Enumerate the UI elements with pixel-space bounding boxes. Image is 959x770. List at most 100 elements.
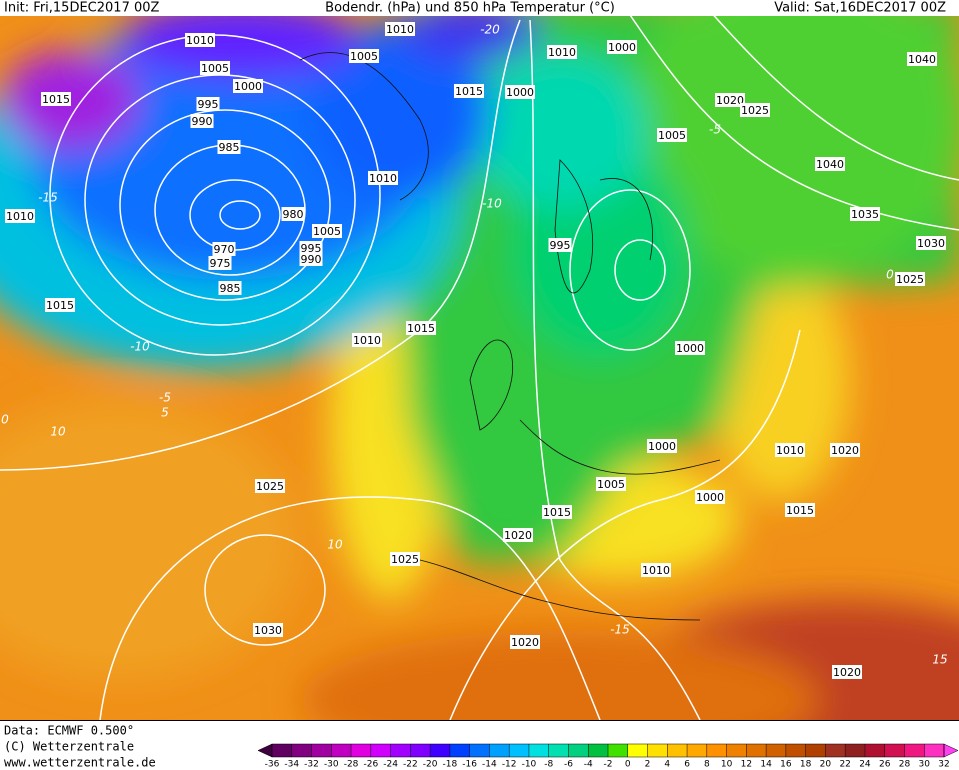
coastlines [299,52,721,621]
colorbar-bin [746,744,767,757]
colorbar-tick-label: -26 [363,760,378,770]
isobar-label: 1010 [386,23,414,36]
colorbar-tick-label: -12 [502,760,517,770]
isobar-label: 1010 [353,334,381,347]
isobar-label-box [830,443,860,457]
temperature-label: -5 [709,123,721,137]
colorbar-bin [766,744,786,757]
colorbar-bin [825,744,846,757]
colorbar-bin [864,744,885,757]
isobar-label: 1010 [776,444,804,457]
isobar-label-box [647,439,677,453]
colorbar-tick-label: -36 [265,760,280,770]
isobar-label: 1015 [455,85,483,98]
copyright: (C) Wetterzentrale [4,740,134,754]
colorbar-tick-label: -16 [462,760,477,770]
colorbar-bin [785,744,806,757]
isobar-label: 1025 [896,273,924,286]
colorbar-bin [904,744,925,757]
isobar-label-box [607,40,637,54]
isobar-label-box [385,22,415,36]
isobar-label: 1015 [786,504,814,517]
colorbar-tick-label: -2 [604,760,613,770]
isobar-label-box [200,61,230,75]
temperature-label: -10 [482,197,502,211]
colorbar-tick-label: 4 [664,760,670,770]
isobar-label: 1010 [642,564,670,577]
isobar-label: 1025 [256,480,284,493]
isobar-label: 1015 [42,93,70,106]
colorbar-tick-label: -14 [482,760,497,770]
colorbar-tick-label: -10 [522,760,537,770]
isobar-label-box [5,209,35,223]
temperature-label: -10 [130,340,150,354]
isobar-label: 1015 [407,322,435,335]
isobar-label-box [45,298,75,312]
isobar-label: 1025 [741,104,769,117]
colorbar-tick-label: 18 [800,760,812,770]
isobar-label: 1020 [716,94,744,107]
temperature-label: 0 [1,413,9,427]
isobar-label-box [196,97,220,111]
colorbar-bin [588,744,608,757]
isobar-label-box [548,238,572,252]
isobar-label: 985 [220,282,241,295]
isobar-label-box [218,281,242,295]
isobar-label: 1025 [391,553,419,566]
temperature-label: -5 [159,391,171,405]
colorbar-bin [351,744,371,757]
isobar-label: 1010 [6,210,34,223]
isobar-label-box [715,93,745,107]
colorbar-tick-label: -20 [423,760,438,770]
isobar-label-box [510,635,540,649]
isobar-label-box [312,224,342,238]
isobar-label-box [775,443,805,457]
temperature-label: -15 [610,623,630,637]
isobar-label: 1035 [851,208,879,221]
isobar-label-box [299,241,323,255]
colorbar-tick-label: -8 [544,760,553,770]
temperature-label: 15 [932,653,947,667]
isobar-label: 1005 [658,129,686,142]
isobar-label-box [675,341,705,355]
isobar-label: 1005 [313,225,341,238]
valid-time: Valid: Sat,16DEC2017 00Z [774,1,946,16]
isobar-label: 970 [214,243,235,256]
isobar-label-box [190,114,214,128]
isobar-label: 1010 [548,46,576,59]
isobar-label-box [547,45,577,59]
isobar-label: 1000 [676,342,704,355]
colorbar-bin [331,744,352,757]
data-source: Data: ECMWF 0.500° [4,724,134,738]
colorbar-arrow-right [943,743,959,758]
isobar-label: 1005 [201,62,229,75]
colorbar-bin [509,744,529,757]
isobar-label-box [233,79,263,93]
isobar-label-box [281,207,305,221]
isobar-label: 985 [219,141,240,154]
isobar-label-box [505,85,535,99]
colorbar-tick-label: 16 [780,760,792,770]
colorbar-tick-label: 26 [879,760,891,770]
colorbar-bin [528,744,549,757]
colorbar-tick-label: 22 [839,760,850,770]
colorbar-bin [924,744,944,757]
colorbar-bin [370,744,391,757]
colorbar: -36 -34 -32 -30 -28 -26 -24 -22 -20 -18 -16 -14 -12-… [257,743,959,770]
colorbar-tick-label: -22 [403,760,418,770]
colorbar-bin [410,744,431,757]
colorbar-bin [608,744,628,757]
colorbar-tick-label: 20 [820,760,832,770]
isobar-label: 1020 [831,444,859,457]
colorbar-tick-label: 0 [625,760,631,770]
isobar-label-box [185,33,215,47]
isobar-label-box [390,552,420,566]
isobar-label-box [740,103,770,117]
colorbar-tick-label: 2 [645,760,651,770]
colorbar-bin [845,744,865,757]
colorbar-bin [706,744,727,757]
colorbar-tick-label: -34 [284,760,299,770]
colorbar-tick-label: -6 [564,760,573,770]
website: www.wetterzentrale.de [4,756,156,770]
